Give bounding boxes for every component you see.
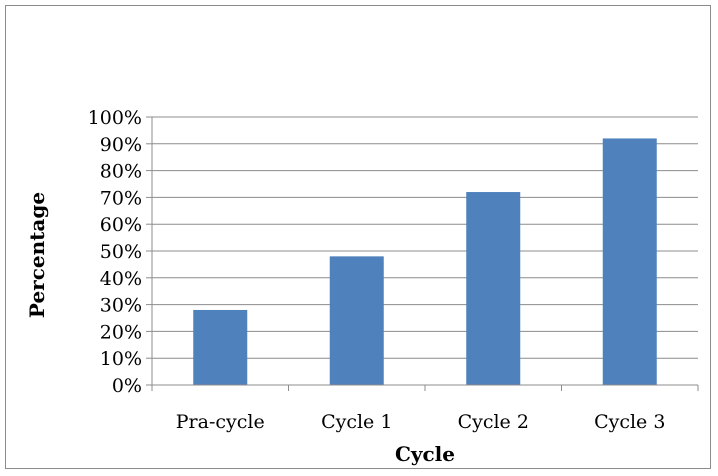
x-tick-labels: Pra-cycle Cycle 1 Cycle 2 Cycle 3 (176, 411, 666, 433)
y-tick-label-30: 30% (100, 295, 142, 317)
bar-cycle-3 (602, 138, 657, 385)
bars (193, 138, 657, 385)
y-axis-title: Percentage (25, 192, 49, 318)
axes (146, 116, 699, 391)
y-tick-label-100: 100% (88, 107, 142, 129)
y-tick-label-70: 70% (100, 187, 142, 209)
y-tick-label-0: 0% (112, 375, 142, 397)
x-tick-label-cycle-2: Cycle 2 (458, 411, 529, 433)
y-tick-label-20: 20% (100, 321, 142, 343)
bar-cycle-1 (329, 256, 384, 385)
x-tick-label-cycle-3: Cycle 3 (594, 411, 665, 433)
bar-cycle-2 (466, 192, 521, 385)
y-tick-label-80: 80% (100, 161, 142, 183)
y-tick-labels: 0% 10% 20% 30% 40% 50% 60% 70% 80% 90% 100% (88, 107, 142, 397)
y-tick-label-90: 90% (100, 134, 142, 156)
chart-frame (5, 5, 711, 469)
y-tick-label-40: 40% (100, 268, 142, 290)
x-tick-label-pra-cycle: Pra-cycle (176, 411, 265, 433)
y-tick-label-10: 10% (100, 348, 142, 370)
x-tick-label-cycle-1: Cycle 1 (321, 411, 392, 433)
bar-pra-cycle (193, 309, 248, 385)
y-tick-label-60: 60% (100, 214, 142, 236)
x-axis-title: Cycle (395, 442, 455, 466)
y-tick-label-50: 50% (100, 241, 142, 263)
